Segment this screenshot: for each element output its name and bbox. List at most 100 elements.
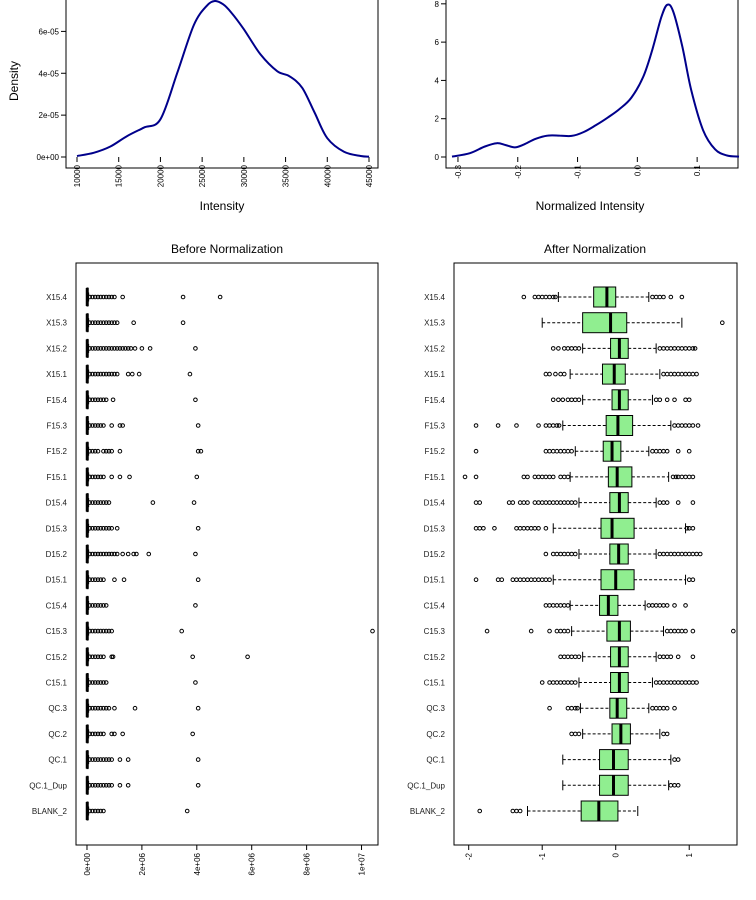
outlier-point (561, 500, 567, 505)
outlier-point (90, 654, 95, 660)
outlier-point (550, 551, 556, 557)
outlier-point (547, 628, 552, 634)
category-label: F15.2 (47, 447, 68, 456)
outlier-point (550, 423, 556, 428)
outlier-point (95, 577, 101, 583)
outlier-point (92, 603, 98, 608)
outlier-point (101, 628, 106, 634)
outlier-point (672, 423, 677, 428)
outlier-point (114, 551, 120, 557)
outlier-point (569, 551, 574, 557)
outlier-point (92, 397, 98, 403)
outlier-point (510, 500, 516, 505)
outlier-point (672, 397, 677, 403)
outlier-point (683, 551, 688, 557)
outlier-point (114, 320, 120, 326)
outlier-point (87, 654, 93, 660)
outlier-point (690, 423, 696, 428)
outlier-point (90, 346, 95, 351)
outlier-point (98, 500, 104, 505)
outlier-point (495, 577, 501, 583)
outlier-point (90, 757, 95, 762)
category-label: D15.1 (46, 576, 68, 585)
outlier-point (690, 654, 696, 660)
y-tick-label: 0e+00 (37, 153, 60, 162)
outlier-point (525, 526, 530, 531)
x-axis-label: Intensity (200, 199, 245, 213)
category-label: D15.4 (424, 499, 446, 508)
outlier-point (690, 371, 696, 377)
y-tick-label: 4e-05 (39, 69, 60, 78)
outlier-point (517, 808, 523, 814)
outlier-point (517, 500, 523, 505)
box (593, 286, 617, 308)
category-label: QC.1_Dup (407, 781, 445, 790)
category-label: C15.1 (46, 679, 68, 688)
y-tick-label: 4 (435, 76, 440, 85)
outlier-point (90, 448, 95, 454)
outlier-point (683, 680, 688, 685)
outlier-point (195, 577, 201, 583)
outlier-point (543, 371, 549, 377)
outlier-point (525, 577, 530, 583)
outlier-point (90, 371, 95, 377)
outlier-point (653, 448, 659, 454)
outlier-point (109, 320, 114, 326)
category-label: F15.4 (425, 396, 446, 405)
outlier-point (109, 294, 114, 300)
outlier-point (569, 346, 574, 351)
outlier-point (664, 680, 670, 685)
outlier-point (112, 731, 117, 737)
outlier-point (572, 731, 578, 737)
category-label: F15.4 (47, 396, 68, 405)
outlier-point (683, 628, 688, 634)
outlier-point (690, 551, 696, 557)
y-tick-label: 6e-05 (39, 27, 60, 36)
outlier-point (87, 371, 93, 377)
outlier-point (112, 705, 117, 711)
x-tick-label: -1 (538, 852, 547, 860)
outlier-point (477, 808, 483, 814)
outlier-point (92, 294, 98, 300)
outlier-point (576, 731, 582, 737)
outlier-point (569, 654, 574, 660)
outlier-point (547, 371, 552, 377)
outlier-point (550, 500, 556, 505)
outlier-point (697, 551, 703, 557)
outlier-point (575, 705, 580, 711)
outlier-point (101, 680, 106, 685)
outlier-point (550, 680, 556, 685)
outlier-point (539, 474, 545, 480)
outlier-point (87, 551, 93, 557)
outlier-point (106, 628, 112, 634)
category-label: BLANK_2 (32, 807, 68, 816)
outlier-point (106, 526, 112, 531)
chart-title: Before Normalization (171, 242, 283, 256)
category-label: D15.2 (46, 550, 68, 559)
outlier-point (690, 346, 696, 351)
outlier-point (95, 705, 101, 711)
outlier-point (125, 551, 131, 557)
outlier-point (120, 294, 125, 300)
outlier-point (536, 294, 541, 300)
x-tick-label: 1e+07 (358, 852, 367, 875)
x-axis-label: Normalized Intensity (536, 199, 645, 213)
outlier-point (499, 577, 505, 583)
category-label: D15.4 (46, 499, 68, 508)
outlier-point (87, 628, 93, 634)
outlier-point (672, 757, 677, 762)
outlier-point (92, 551, 98, 557)
outlier-point (101, 474, 106, 480)
outlier-point (536, 577, 541, 583)
outlier-point (683, 603, 688, 608)
category-label: X15.1 (46, 370, 67, 379)
outlier-point (117, 448, 123, 454)
outlier-point (117, 423, 123, 428)
outlier-point (661, 680, 666, 685)
outlier-point (569, 397, 574, 403)
category-label: C15.2 (424, 653, 446, 662)
outlier-point (101, 423, 106, 428)
outlier-point (101, 731, 106, 737)
outlier-point (129, 371, 135, 377)
